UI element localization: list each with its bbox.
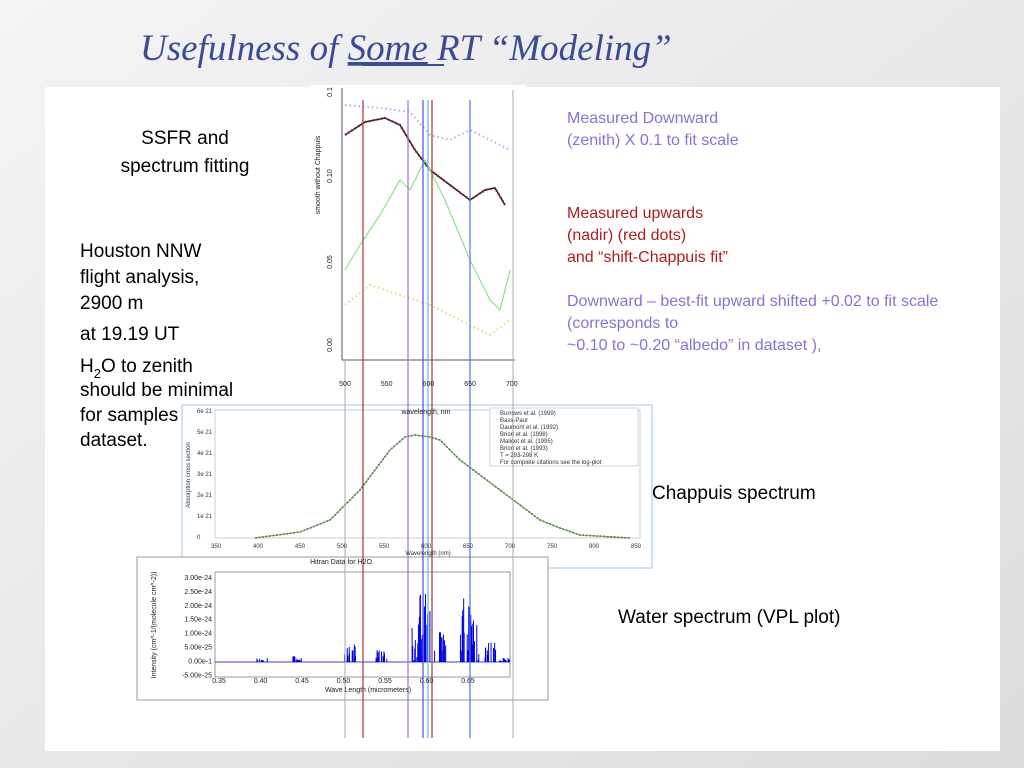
x-tick-label: 0.65 [461,678,475,685]
x-tick-label: 0.40 [254,678,268,685]
subscript: 2 [94,366,101,381]
plot-labels: 0.00 0.05 0.10 0.1 500 550 600 650 700 smooth wit… [151,87,642,694]
water-line: should be minimal [80,380,233,401]
downward-note: (zenith) X 0.1 to fit scale [567,132,739,149]
plot-bg [136,556,549,701]
legend-entry: Burrows et al. (1999) [500,411,556,417]
heading-line: spectrum fitting [121,156,250,177]
y-tick-label: 5e 21 [197,430,213,436]
x-tick-label: 400 [253,544,264,550]
water-plot [136,556,549,701]
y-axis-label: Absorption cross section [186,442,192,507]
y-tick-label: -5.00e-25 [182,672,212,679]
x-tick-label: 700 [505,544,516,550]
right-notes: Measured Downward (zenith) X 0.1 to fit s… [567,110,938,628]
bestfit-note: Downward – best-fit upward shifted +0.02… [567,293,938,310]
y-tick-label: 0.10 [327,169,334,183]
y-tick-label: 4e 21 [197,451,213,457]
y-tick-label: 6e 21 [197,409,213,415]
upwards-note: (nadir) (red dots) [567,227,686,244]
upwards-note: Measured upwards [567,205,703,222]
legend-entry: Daumont et al. (1992) [500,425,558,431]
x-tick-label: 0.45 [295,678,309,685]
y-tick-label: 3.00e-24 [184,575,212,582]
y-tick-label: 0.05 [327,255,334,269]
y-tick-label: 0.00 [327,338,334,352]
left-notes: SSFR and spectrum fitting Houston NNW fligh… [80,128,249,451]
x-axis-label: wavelength, nm [400,409,450,416]
water-caption: Water spectrum (VPL plot) [618,607,840,628]
y-axis-label: smooth without Chappuis [315,135,322,214]
x-tick-label: 850 [631,544,642,550]
water-line: for samples [80,405,178,426]
x-tick-label: 500 [337,544,348,550]
flight-line: Houston NNW [80,241,201,262]
fit-plot [310,85,526,397]
legend-entry: For complete citations see the log-plot [500,460,602,466]
y-tick-label: 0 [197,535,201,541]
x-tick-label: 550 [379,544,390,550]
legend-entry: T = 293-298 K [500,453,538,459]
y-tick-label: 1.50e-24 [184,617,212,624]
legend-entry: Brion et al. (1993) [500,446,548,452]
marker-lines [344,90,514,738]
plot-title: Hitran Data for H2O. [310,559,374,566]
y-tick-label: 1e 21 [197,514,213,520]
x-tick-label: 450 [295,544,306,550]
y-tick-label: 3e 21 [197,472,213,478]
title-part: RT “Modeling” [428,28,672,69]
downward-note: Measured Downward [567,110,718,127]
x-axis-label: Wave Length (micrometers) [325,687,411,694]
x-tick-label: 0.60 [420,678,434,685]
time-line: at 19.19 UT [80,324,180,345]
x-tick-label: 350 [211,544,222,550]
y-tick-label: 2e 21 [197,493,213,499]
chappuis-curve-alt [254,434,631,539]
x-tick-label: 600 [421,544,432,550]
title-part: Usefulness of [140,28,348,69]
legend-entry: Malicet et al. (1995) [500,439,553,445]
bestfit-note: (corresponds to [567,315,678,332]
text: O to zenith [101,356,193,377]
bestfit-note: ~0.10 to ~0.20 “albedo” in dataset ), [567,337,821,354]
legend-box [489,407,639,467]
y-tick-label: 0.00e-1 [188,658,212,665]
x-tick-label: 650 [464,381,476,388]
slide-title: Usefulness of Some RT “Modeling” [140,28,672,69]
flight-line: flight analysis, [80,267,199,288]
heading-line: SSFR and [141,128,229,149]
x-tick-label: 750 [547,544,558,550]
x-axis-label: Wavelength (nm) [405,551,450,557]
upwards-note: and “shift-Chappuis fit” [567,249,728,266]
shifted-curve [344,283,511,337]
x-tick-label: 800 [589,544,600,550]
x-tick-label: 700 [506,381,518,388]
x-tick-label: 0.55 [378,678,392,685]
y-axis-label: Intensity (cm^-1/(molecule cm^-2)) [151,572,158,679]
x-tick-label: 0.50 [337,678,351,685]
water-line: dataset. [80,430,148,451]
text: H [80,356,94,377]
bestfit-curve [344,158,511,312]
y-tick-label: 1.00e-24 [184,631,212,638]
legend-entry: Bass-Paur [500,418,528,424]
title-underlined: Some [348,28,428,69]
x-tick-label: 550 [381,381,393,388]
flight-line: 2900 m [80,293,143,314]
x-tick-label: 600 [423,381,435,388]
y-tick-label: 2.50e-24 [184,589,212,596]
x-tick-label: 500 [339,381,351,388]
plot-bg [310,85,526,397]
legend-entry: Brion et al. (1998) [500,432,548,438]
water-note: H2O to zenith [80,356,193,381]
y-tick-label: 5.00e-25 [184,645,212,652]
y-tick-label: 0.1 [327,87,334,97]
chappuis-plot [181,404,653,569]
x-tick-label: 650 [463,544,474,550]
x-tick-label: 0.35 [212,678,226,685]
y-tick-label: 2.00e-24 [184,603,212,610]
chappuis-caption: Chappuis spectrum [652,483,816,504]
